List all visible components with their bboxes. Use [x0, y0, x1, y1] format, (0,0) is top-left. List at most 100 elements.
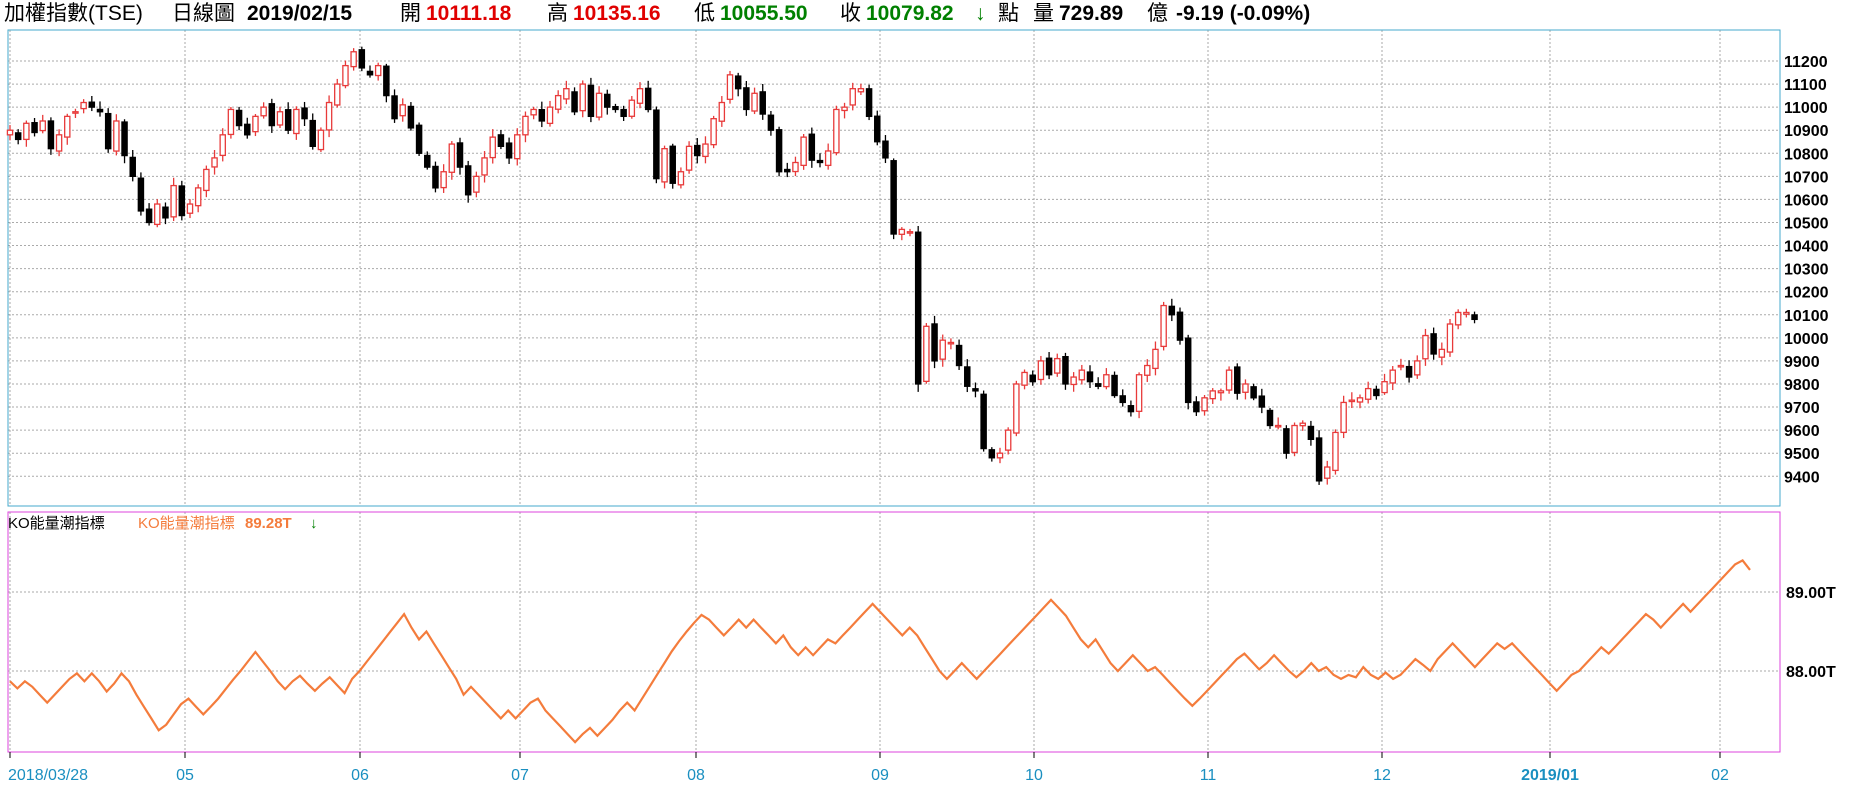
candle-body	[415, 124, 423, 154]
candle-body	[1242, 383, 1249, 393]
price-y-tick: 9900	[1784, 354, 1820, 371]
price-y-tick: 11000	[1784, 100, 1828, 117]
candle-body	[1414, 360, 1421, 376]
candle-body	[121, 121, 128, 157]
candle-body	[1086, 371, 1094, 383]
candle-body	[792, 161, 799, 173]
candle-body	[31, 122, 38, 134]
candle-body	[914, 231, 922, 385]
candle-body	[1274, 424, 1282, 428]
candle-body	[358, 49, 366, 69]
candle-body	[1250, 386, 1257, 399]
indicator-y-tick: 89.00T	[1786, 585, 1836, 602]
candle-body	[211, 157, 218, 168]
candle-body	[1332, 431, 1339, 472]
candle-body	[579, 83, 586, 112]
candle-body	[800, 136, 807, 167]
candle-body	[1307, 425, 1315, 440]
volume-unit: 億	[1147, 2, 1168, 25]
price-y-tick: 9800	[1784, 377, 1820, 394]
candle-body	[1389, 369, 1396, 384]
candle-body	[1004, 429, 1012, 451]
price-y-tick: 10200	[1784, 285, 1829, 302]
candle-body	[849, 88, 856, 106]
candle-body	[743, 87, 750, 111]
indicator-panel-frame	[7, 511, 1781, 753]
indicator-name: KO能量潮指標	[8, 515, 105, 532]
x-tick-label: 06	[351, 767, 369, 784]
indicator-series-name: KO能量潮指標	[138, 515, 235, 532]
candle-body	[432, 165, 439, 189]
price-y-axis: 9400 9500 9600 9700 9800 9900 10000 10100 10200 1…	[1784, 54, 1829, 486]
index-title: 加權指數(TSE)	[4, 2, 143, 25]
close-label: 收	[840, 2, 861, 25]
candle-body	[595, 92, 603, 118]
candle-body	[644, 87, 652, 111]
candle-body	[882, 140, 889, 159]
candle-body	[620, 108, 627, 118]
candle-body	[448, 143, 456, 173]
indicator-value: 89.28T	[245, 515, 292, 532]
candle-body	[530, 108, 537, 116]
price-y-tick: 10800	[1784, 146, 1829, 163]
candle-body	[1209, 390, 1216, 400]
close-value: 10079.82	[866, 2, 954, 25]
candle-body	[276, 111, 284, 126]
candle-body	[1397, 364, 1405, 368]
x-tick-label: 2019/01	[1521, 767, 1579, 784]
price-y-tick: 10700	[1784, 169, 1829, 186]
candle-body	[890, 160, 897, 235]
candle-body	[1217, 390, 1225, 394]
candle-body	[252, 115, 259, 133]
candle-body	[824, 150, 832, 167]
candle-body	[203, 168, 210, 192]
candle-body	[1045, 357, 1053, 376]
candle-body	[399, 104, 406, 117]
candle-body	[563, 88, 570, 100]
period-label[interactable]: 日線圖	[172, 2, 235, 25]
candle-body	[1119, 395, 1126, 404]
candle-body	[1070, 376, 1077, 386]
candle-body	[301, 107, 308, 120]
candle-body	[456, 142, 464, 168]
candle-body	[906, 231, 914, 234]
candle-body	[505, 142, 513, 159]
candle-body	[227, 108, 235, 136]
candle-body	[1111, 374, 1118, 397]
indicator-y-tick: 88.00T	[1786, 664, 1836, 681]
candle-body	[88, 101, 96, 108]
candle-body	[1266, 409, 1274, 427]
candle-body	[1135, 374, 1143, 412]
candle-body	[898, 228, 906, 235]
candle-body	[391, 95, 398, 120]
price-y-tick: 11100	[1784, 77, 1827, 94]
candle-body	[587, 84, 595, 118]
points-label: 點	[998, 2, 1019, 25]
close-down-arrow-icon: ↓	[975, 2, 986, 25]
candle-body	[1299, 422, 1306, 427]
volume-label: 量	[1033, 2, 1054, 25]
candle-body	[154, 203, 161, 226]
candle-body	[1201, 397, 1208, 412]
price-y-tick: 9600	[1784, 423, 1820, 440]
candle-body	[996, 452, 1004, 459]
candle-body	[473, 175, 480, 193]
candlestick-series	[6, 46, 1478, 485]
candle-body	[407, 105, 415, 129]
x-tick-label: 09	[871, 767, 889, 784]
candle-body	[677, 171, 685, 186]
indicator-down-arrow-icon: ↓	[310, 515, 318, 532]
candle-body	[1454, 311, 1462, 326]
candle-body	[1013, 383, 1020, 434]
candle-body	[767, 114, 775, 131]
candle-body	[759, 91, 766, 115]
candle-body	[1160, 304, 1167, 348]
x-tick-label: 05	[176, 767, 194, 784]
candle-body	[104, 112, 112, 150]
candle-body	[702, 143, 709, 158]
candle-body	[1438, 348, 1446, 358]
candle-body	[481, 157, 488, 176]
candle-body	[317, 129, 325, 151]
candle-body	[964, 366, 971, 387]
